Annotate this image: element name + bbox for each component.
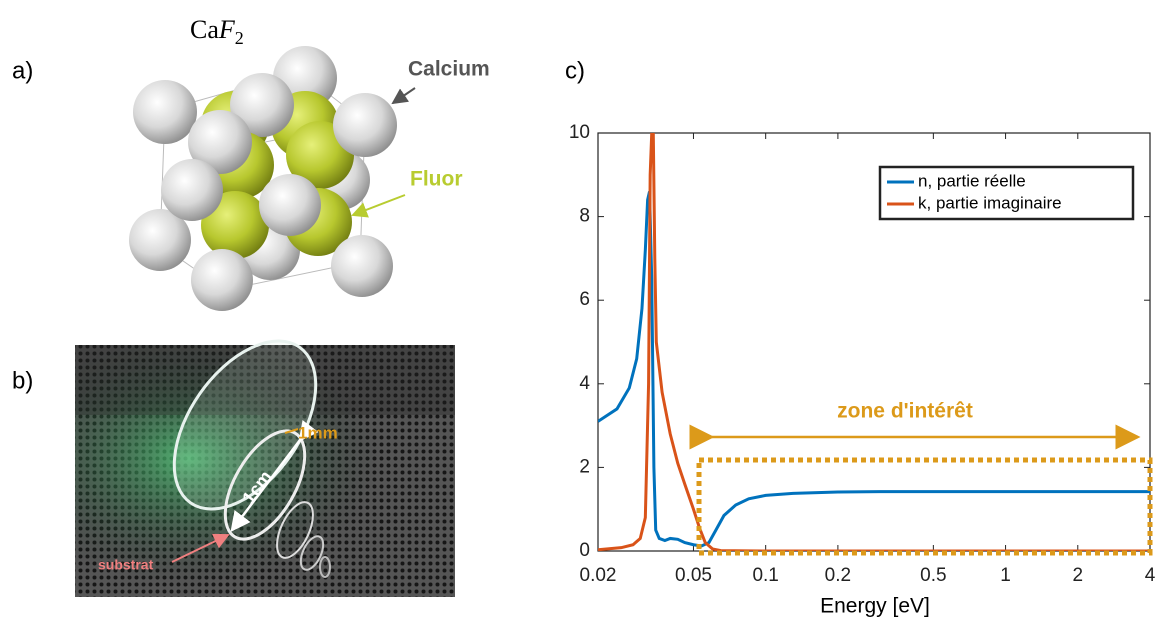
series-line <box>598 133 1150 551</box>
formula-sub: 2 <box>235 28 244 48</box>
formula-base: Ca <box>190 15 219 44</box>
y-tick-label: 0 <box>579 540 590 561</box>
x-tick-label: 0.02 <box>580 565 617 586</box>
x-tick-label: 4 <box>1145 565 1156 586</box>
fluor-arrow <box>351 194 406 218</box>
formula: CaF2 <box>190 15 244 48</box>
panel-letter: a) <box>12 57 33 84</box>
plot: 0 2 4 6 8 10 0.02 0.05 0.1 0.2 0.5 1 2 4 n, partie rée… <box>569 122 1156 586</box>
x-tick-label: 1 <box>1000 565 1011 586</box>
x-tick-label: 0.5 <box>920 565 946 586</box>
annotation: zone d'intérêt <box>837 400 973 423</box>
photo <box>75 339 455 597</box>
substrate-arrow <box>171 533 230 563</box>
highlight-box <box>696 457 1153 556</box>
x-tick-label: 0.1 <box>752 565 778 586</box>
y-tick-label: 8 <box>579 206 590 227</box>
crystal <box>129 46 397 311</box>
thickness-label: 1mm <box>298 423 338 442</box>
panel-letter: c) <box>565 57 585 84</box>
series-layer <box>598 133 1150 551</box>
formula-italic: F <box>218 15 236 44</box>
legend-box <box>878 165 1135 221</box>
y-tick-label: 2 <box>579 456 590 477</box>
x-tick-label: 0.05 <box>675 565 712 586</box>
y-tick-label: 4 <box>579 373 590 394</box>
y-tick-label: 10 <box>569 122 590 143</box>
x-axis-label: Energy [eV] <box>820 595 930 618</box>
calcium-label: Calcium <box>408 58 490 81</box>
substrate-label: substrat <box>98 557 154 573</box>
legend-label: n, partie réelle <box>918 171 1026 190</box>
y-tick-label: 6 <box>579 289 590 310</box>
calcium-arrow <box>391 87 416 105</box>
fluor-label: Fluor <box>410 168 463 191</box>
legend-label: k, partie imaginaire <box>918 193 1062 212</box>
series-line <box>598 191 1150 548</box>
x-tick-label: 0.2 <box>825 565 851 586</box>
x-tick-label: 2 <box>1072 565 1083 586</box>
panel-letter: b) <box>12 367 33 394</box>
